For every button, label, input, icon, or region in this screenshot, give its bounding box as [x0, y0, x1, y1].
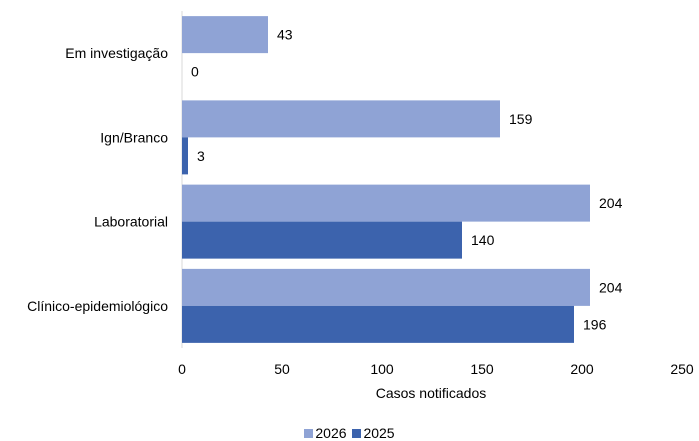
bar-2025-2 — [182, 221, 462, 259]
legend-item-2025: 2025 — [352, 425, 395, 441]
x-tick-label-1: 50 — [274, 361, 290, 377]
legend-label-2026: 2026 — [315, 425, 347, 441]
legend-item-2026: 2026 — [304, 425, 347, 441]
category-label-1: Ign/Branco — [100, 129, 168, 145]
data-label-2026-2: 204 — [599, 195, 623, 211]
bar-2026-0 — [182, 16, 268, 54]
x-tick-label-4: 200 — [570, 361, 594, 377]
data-label-2026-0: 43 — [277, 27, 293, 43]
bars — [182, 16, 590, 343]
legend-swatch-2026 — [304, 429, 314, 438]
data-label-2026-1: 159 — [509, 111, 533, 127]
x-tick-label-5: 250 — [670, 361, 694, 377]
data-labels: 43 0 159 3 204 140 204 196 — [191, 27, 623, 333]
bar-2025-3 — [182, 305, 574, 343]
legend-label-2025: 2025 — [363, 425, 395, 441]
bar-2026-1 — [182, 100, 500, 138]
legend-swatch-2025 — [352, 429, 362, 438]
category-label-0: Em investigação — [65, 45, 168, 61]
bar-2026-2 — [182, 184, 590, 222]
category-label-2: Laboratorial — [94, 214, 168, 230]
legend: 2026 2025 — [0, 426, 699, 440]
x-tick-label-0: 0 — [178, 361, 186, 377]
data-label-2026-3: 204 — [599, 279, 623, 295]
category-label-3: Clínico-epidemiológico — [27, 298, 168, 314]
data-label-2025-0: 0 — [191, 64, 199, 80]
x-tick-label-3: 150 — [470, 361, 494, 377]
data-label-2025-3: 196 — [583, 316, 607, 332]
x-tick-label-2: 100 — [370, 361, 394, 377]
category-labels: Em investigação Ign/Branco Laboratorial Clí… — [27, 45, 168, 314]
bar-2026-3 — [182, 268, 590, 306]
x-axis-title: Casos notificados — [376, 385, 487, 401]
bar-2025-1 — [182, 137, 188, 175]
data-label-2025-2: 140 — [471, 232, 495, 248]
data-label-2025-1: 3 — [197, 148, 205, 164]
x-tick-labels: 0 50 100 150 200 250 — [178, 361, 694, 377]
